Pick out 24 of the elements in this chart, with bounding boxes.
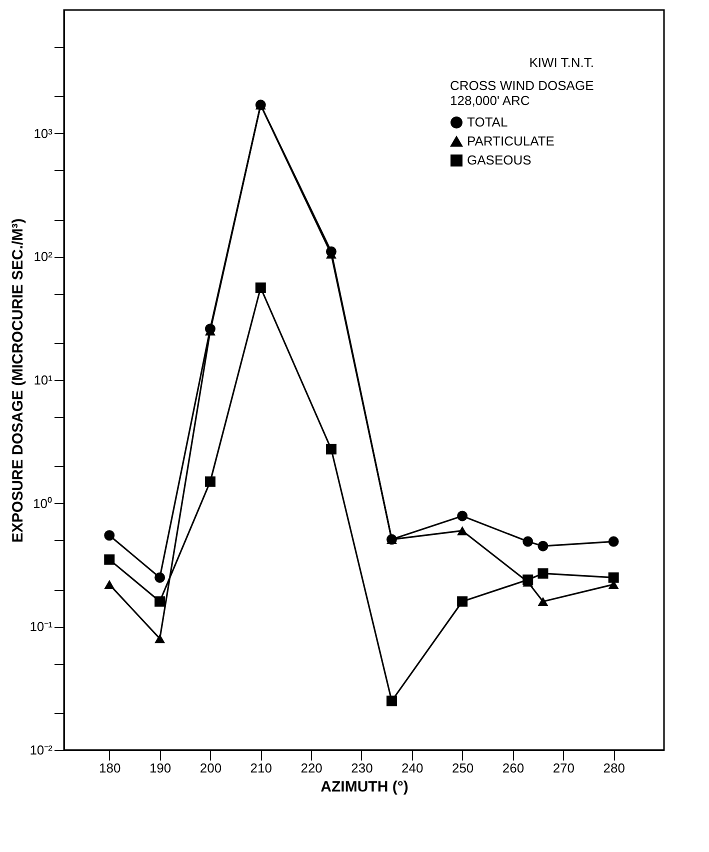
y-axis-title: EXPOSURE DOSAGE (MICROCURIE SEC./M³) <box>10 218 27 543</box>
x-tick-label: 240 <box>402 760 424 776</box>
legend-label: PARTICULATE <box>467 134 555 148</box>
y-tick-label: 10² <box>34 249 54 264</box>
x-tick-label: 230 <box>351 760 373 776</box>
x-tick-label: 260 <box>502 760 524 776</box>
x-tick-label: 190 <box>149 760 172 776</box>
y-tick-label: 10⁻¹ <box>30 619 54 634</box>
x-axis-title: AZIMUTH (°) <box>320 778 408 796</box>
legend-label: GASEOUS <box>467 152 532 168</box>
legend-title: CROSS WIND DOSAGE 128,000' ARC <box>450 78 594 108</box>
x-tick-label: 220 <box>300 760 322 776</box>
y-tick-label: 10⁻² <box>30 742 54 758</box>
y-tick-label: 10³ <box>34 126 54 141</box>
legend-label: TOTAL <box>467 114 508 130</box>
text: KIWI T.N.T. <box>529 55 594 70</box>
y-tick-label: 10⁰ <box>33 496 52 511</box>
x-tick-label: 210 <box>250 760 272 776</box>
x-tick-label: 280 <box>603 760 625 776</box>
x-tick-label: 250 <box>452 760 474 776</box>
y-tick-label: 10¹ <box>34 372 54 388</box>
x-tick-label: 180 <box>99 760 121 776</box>
x-tick-label: 270 <box>552 760 575 776</box>
x-tick-label: 200 <box>200 760 222 776</box>
